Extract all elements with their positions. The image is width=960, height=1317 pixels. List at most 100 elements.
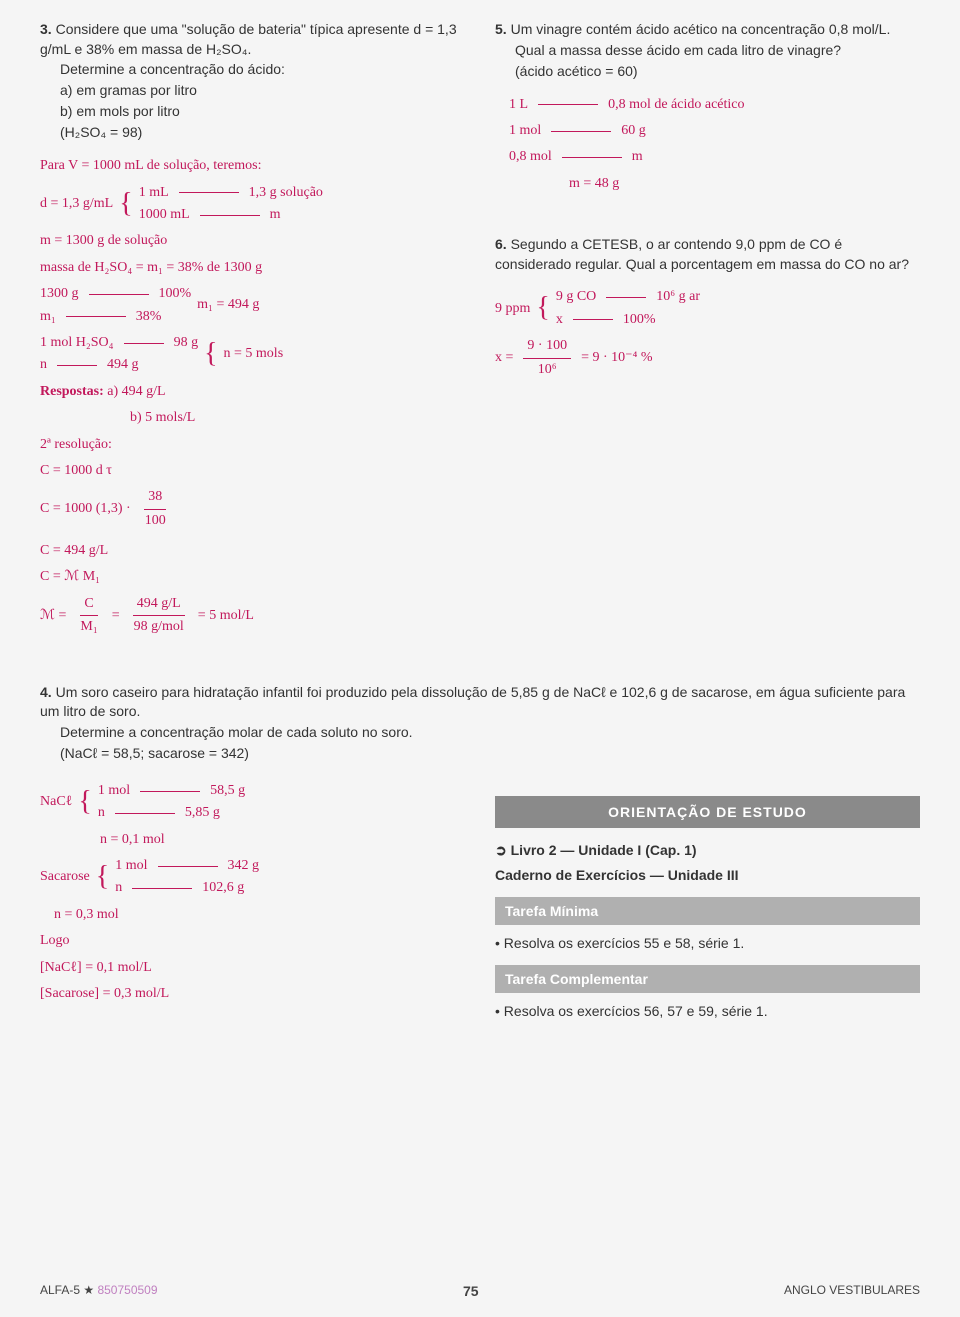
s6-xr: = 9 · 10⁻⁴ % xyxy=(581,347,653,369)
s3-l6a: C = 1000 (1,3) · xyxy=(40,498,131,520)
s3-p3-stack: 1 mol H₂SO₄ 98 g n 494 g xyxy=(40,332,198,377)
q3-opt-a: a) em gramas por litro xyxy=(40,80,465,101)
f-t: 9 · 100 xyxy=(523,335,571,358)
s3-l9r: = 5 mol/L xyxy=(198,605,254,627)
s6-x: x = 9 · 100 10⁶ = 9 · 10⁻⁴ % xyxy=(495,335,920,381)
s5-p2b: 60 g xyxy=(621,120,646,142)
s4-sac: Sacarose { 1 mol342 g n102,6 g xyxy=(40,855,465,900)
s1a: 1 mol xyxy=(115,855,147,877)
frac-top: 38 xyxy=(144,486,166,509)
page-number: 75 xyxy=(463,1283,479,1299)
n2b: 5,85 g xyxy=(185,802,220,824)
s4-logo: Logo xyxy=(40,930,465,952)
tarefa-min-item: Resolva os exercícios 55 e 58, série 1. xyxy=(495,931,920,955)
q6-number: 6. xyxy=(495,236,507,252)
s3-l8: C = ℳ M₁ xyxy=(40,566,465,588)
s3-p2a: 1300 g xyxy=(40,283,79,305)
solution-4: NaCℓ { 1 mol58,5 g n5,85 g n = 0,1 mol S… xyxy=(40,776,465,1023)
s3-p2d: 38% xyxy=(136,306,162,328)
q3-number: 3. xyxy=(40,21,52,37)
s1b: 342 g xyxy=(228,855,260,877)
s3-p2c: m₁ xyxy=(40,306,56,328)
solution-6: 9 ppm { 9 g CO10⁶ g ar x100% x = 9 · 100… xyxy=(495,286,920,381)
tarefa-minima-title: Tarefa Mínima xyxy=(495,897,920,925)
frac-x: 9 · 100 10⁶ xyxy=(523,335,571,381)
s3-p3c: n xyxy=(40,354,47,376)
f-t: C xyxy=(80,593,97,616)
s4-nr: n = 0,1 mol xyxy=(40,829,465,851)
s3-proportion-1: d = 1,3 g/mL { 1 mL1,3 g solução 1000 mL… xyxy=(40,182,465,227)
sac-stack: 1 mol 342 g n 102,6 g xyxy=(115,855,259,900)
f-b: 10⁶ xyxy=(534,359,561,381)
q5-ask: Qual a massa desse ácido em cada litro d… xyxy=(495,40,920,61)
q3-text: Considere que uma "solução de bateria" t… xyxy=(40,21,457,57)
question-6: 6. Segundo a CETESB, o ar contendo 9,0 p… xyxy=(495,235,920,274)
solution-5: 1 L0,8 mol de ácido acético 1 mol60 g 0,… xyxy=(495,94,920,196)
s4-sr: n = 0,3 mol xyxy=(40,904,465,926)
livro-ref: Livro 2 — Unidade I (Cap. 1) xyxy=(495,838,920,863)
s3-prop1-stack: 1 mL1,3 g solução 1000 mLm xyxy=(139,182,323,227)
s3-proportion-2: 1300 g100% m₁38% m₁ = 494 g xyxy=(40,283,465,328)
brace-icon: { xyxy=(119,182,132,227)
s3-l7: C = 494 g/L xyxy=(40,540,465,562)
nacl-stack: 1 mol58,5 g n5,85 g xyxy=(98,780,245,825)
question-3: 3. Considere que uma "solução de bateria… xyxy=(40,20,465,143)
s3-respostas: Respostas: a) 494 g/L xyxy=(40,381,465,403)
s5-r: m = 48 g xyxy=(509,173,920,195)
brace-icon: { xyxy=(96,855,109,900)
orientation-column: ORIENTAÇÃO DE ESTUDO Livro 2 — Unidade I… xyxy=(495,776,920,1023)
s5-p1b: 0,8 mol de ácido acético xyxy=(608,94,744,116)
n2a: n xyxy=(98,802,105,824)
resp-b: b) 5 mols/L xyxy=(40,407,465,429)
caderno-ref: Caderno de Exercícios — Unidade III xyxy=(495,863,920,887)
q3-ask: Determine a concentração do ácido: xyxy=(40,59,465,80)
s3-l4: 2ª resolução: xyxy=(40,434,465,456)
s6-p2a: x xyxy=(556,309,563,331)
f-b: 98 g/mol xyxy=(130,616,188,638)
s3-p3-result: n = 5 mols xyxy=(224,343,284,365)
q6-text: Segundo a CETESB, o ar contendo 9,0 ppm … xyxy=(495,236,909,272)
frac-494-98: 494 g/L 98 g/mol xyxy=(130,593,188,639)
footer-code: 850750509 xyxy=(97,1283,157,1297)
s5-p3a: 0,8 mol xyxy=(509,146,552,168)
n1b: 58,5 g xyxy=(210,780,245,802)
footer-left: ALFA-5 ★ 850750509 xyxy=(40,1283,158,1299)
s5-p3b: m xyxy=(632,146,643,168)
question-4: 4. Um soro caseiro para hidratação infan… xyxy=(40,683,920,764)
s3-p3b: 98 g xyxy=(174,332,199,354)
resp-a: a) 494 g/L xyxy=(107,384,165,399)
nacl-label: NaCℓ xyxy=(40,791,72,813)
s2a: n xyxy=(115,877,122,899)
s3-p1b: 1,3 g solução xyxy=(249,182,323,204)
q3-formula: (H₂SO₄ = 98) xyxy=(40,122,465,143)
brace-icon: { xyxy=(536,286,549,331)
s3-l9: ℳ = C M₁ = 494 g/L 98 g/mol = 5 mol/L xyxy=(40,593,465,639)
livro-text: Livro 2 — Unidade I (Cap. 1) xyxy=(511,842,697,858)
s3-p2b: 100% xyxy=(159,283,192,305)
s6-p1a: 9 g CO xyxy=(556,286,596,308)
frac-c-m1: C M₁ xyxy=(76,593,101,639)
orientation-title: ORIENTAÇÃO DE ESTUDO xyxy=(495,796,920,828)
s3-line2: m = 1300 g de solução xyxy=(40,230,465,252)
tarefa-comp-title: Tarefa Complementar xyxy=(495,965,920,993)
s4-r1: [NaCℓ] = 0,1 mol/L xyxy=(40,957,465,979)
s3-p3d: 494 g xyxy=(107,354,139,376)
s3-d-label: d = 1,3 g/mL xyxy=(40,193,113,215)
s6-stack: 9 g CO10⁶ g ar x100% xyxy=(556,286,700,331)
left-column: 3. Considere que uma "solução de bateria… xyxy=(40,20,465,643)
caderno-text: Caderno de Exercícios — Unidade III xyxy=(495,867,739,883)
s3-proportion-3: 1 mol H₂SO₄98 g n494 g { n = 5 mols xyxy=(40,332,465,377)
s6-p2b: 100% xyxy=(623,309,656,331)
s3-p3a: 1 mol H₂SO₄ xyxy=(40,332,114,354)
q5-number: 5. xyxy=(495,21,507,37)
s6-lead: 9 ppm xyxy=(495,298,530,320)
s4-r2: [Sacarose] = 0,3 mol/L xyxy=(40,983,465,1005)
page-footer: ALFA-5 ★ 850750509 75 ANGLO VESTIBULARES xyxy=(40,1283,920,1299)
s2b: 102,6 g xyxy=(202,877,244,899)
f-b: M₁ xyxy=(76,616,101,638)
s3-line1: Para V = 1000 mL de solução, teremos: xyxy=(40,155,465,177)
q4-hint: (NaCℓ = 58,5; sacarose = 342) xyxy=(40,743,920,764)
s3-p1d: m xyxy=(270,204,281,226)
lower-columns: NaCℓ { 1 mol58,5 g n5,85 g n = 0,1 mol S… xyxy=(40,776,920,1023)
q4-ask: Determine a concentração molar de cada s… xyxy=(40,722,920,743)
